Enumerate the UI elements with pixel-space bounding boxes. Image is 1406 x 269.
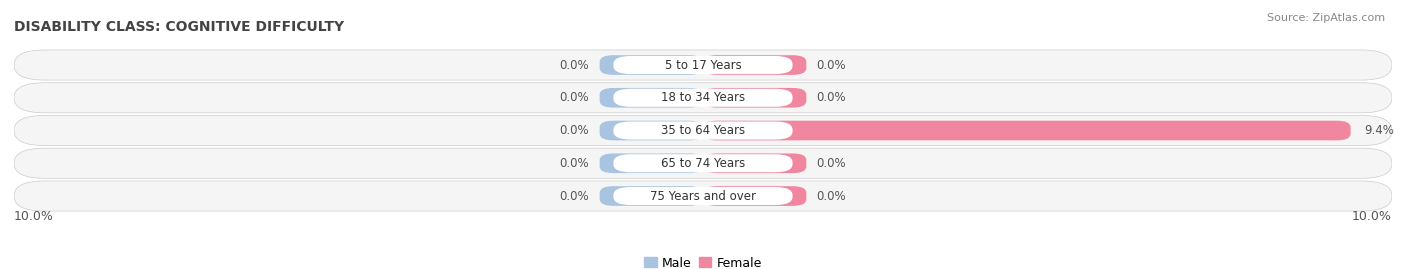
Text: 0.0%: 0.0% xyxy=(560,59,589,72)
Text: 75 Years and over: 75 Years and over xyxy=(650,190,756,203)
FancyBboxPatch shape xyxy=(703,186,807,206)
Text: 0.0%: 0.0% xyxy=(560,190,589,203)
FancyBboxPatch shape xyxy=(599,88,703,108)
FancyBboxPatch shape xyxy=(14,115,1392,146)
FancyBboxPatch shape xyxy=(613,154,793,172)
Text: 0.0%: 0.0% xyxy=(560,124,589,137)
FancyBboxPatch shape xyxy=(599,153,703,173)
FancyBboxPatch shape xyxy=(14,148,1392,178)
FancyBboxPatch shape xyxy=(599,186,703,206)
FancyBboxPatch shape xyxy=(703,153,807,173)
Text: 65 to 74 Years: 65 to 74 Years xyxy=(661,157,745,170)
Text: 0.0%: 0.0% xyxy=(817,190,846,203)
Text: Source: ZipAtlas.com: Source: ZipAtlas.com xyxy=(1267,13,1385,23)
Text: 0.0%: 0.0% xyxy=(560,91,589,104)
Text: 0.0%: 0.0% xyxy=(560,157,589,170)
FancyBboxPatch shape xyxy=(613,122,793,140)
FancyBboxPatch shape xyxy=(613,56,793,74)
Legend: Male, Female: Male, Female xyxy=(640,252,766,269)
FancyBboxPatch shape xyxy=(703,88,807,108)
FancyBboxPatch shape xyxy=(599,55,703,75)
Text: DISABILITY CLASS: COGNITIVE DIFFICULTY: DISABILITY CLASS: COGNITIVE DIFFICULTY xyxy=(14,20,344,34)
Text: 0.0%: 0.0% xyxy=(817,91,846,104)
Text: 18 to 34 Years: 18 to 34 Years xyxy=(661,91,745,104)
FancyBboxPatch shape xyxy=(14,181,1392,211)
Text: 0.0%: 0.0% xyxy=(817,59,846,72)
Text: 5 to 17 Years: 5 to 17 Years xyxy=(665,59,741,72)
FancyBboxPatch shape xyxy=(703,55,807,75)
FancyBboxPatch shape xyxy=(14,50,1392,80)
Text: 9.4%: 9.4% xyxy=(1364,124,1395,137)
Text: 10.0%: 10.0% xyxy=(14,210,53,223)
FancyBboxPatch shape xyxy=(599,121,703,140)
Text: 0.0%: 0.0% xyxy=(817,157,846,170)
FancyBboxPatch shape xyxy=(703,121,1351,140)
Text: 10.0%: 10.0% xyxy=(1353,210,1392,223)
FancyBboxPatch shape xyxy=(613,89,793,107)
FancyBboxPatch shape xyxy=(14,83,1392,113)
Text: 35 to 64 Years: 35 to 64 Years xyxy=(661,124,745,137)
FancyBboxPatch shape xyxy=(613,187,793,205)
